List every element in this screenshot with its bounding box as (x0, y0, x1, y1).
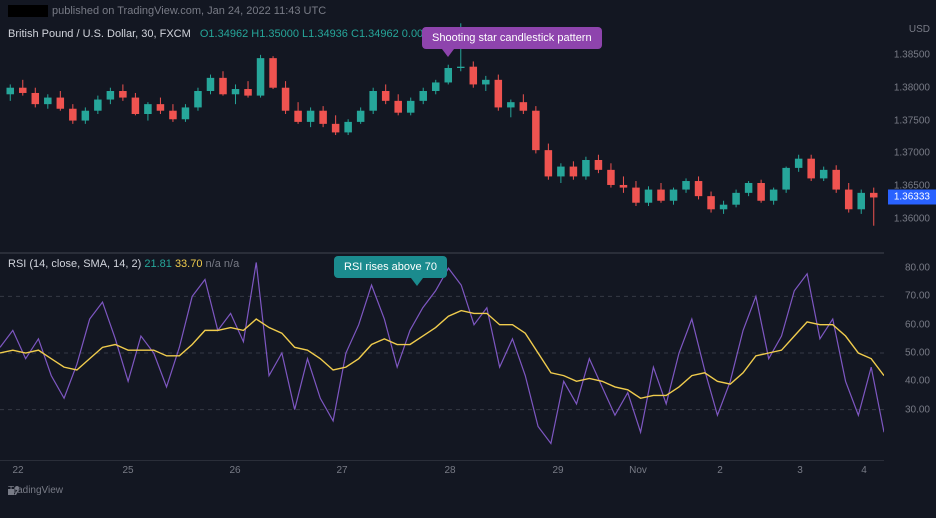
price-yaxis: USD 1.360001.365001.370001.375001.380001… (884, 22, 936, 252)
symbol-name: British Pound / U.S. Dollar, 30, FXCM (8, 28, 191, 40)
rsi-info: RSI (14, close, SMA, 14, 2) 21.81 33.70 … (8, 258, 239, 270)
chart-header: published on TradingView.com, Jan 24, 20… (0, 0, 936, 22)
price-pane[interactable]: British Pound / U.S. Dollar, 30, FXCM O1… (0, 22, 884, 252)
chart-area: British Pound / U.S. Dollar, 30, FXCM O1… (0, 22, 936, 498)
published-text: published on TradingView.com, Jan 24, 20… (52, 5, 326, 17)
rsi-canvas (0, 254, 884, 452)
symbol-info: British Pound / U.S. Dollar, 30, FXCM O1… (8, 28, 483, 40)
current-price: 1.36333 (888, 190, 936, 205)
callout-rsi-70: RSI rises above 70 (334, 256, 447, 278)
brand-footer: TradingView (8, 485, 63, 496)
callout-shooting-star: Shooting star candlestick pattern (422, 27, 602, 49)
tradingview-icon (8, 485, 20, 497)
currency-label: USD (909, 24, 930, 35)
rsi-pane[interactable]: RSI (14, close, SMA, 14, 2) 21.81 33.70 … (0, 254, 884, 452)
rsi-yaxis: 30.0040.0050.0060.0070.0080.00 (884, 254, 936, 452)
rsi-title: RSI (14, close, SMA, 14, 2) (8, 258, 141, 270)
author-redacted (8, 5, 48, 17)
time-xaxis: 222526272829Nov234 (0, 460, 884, 480)
